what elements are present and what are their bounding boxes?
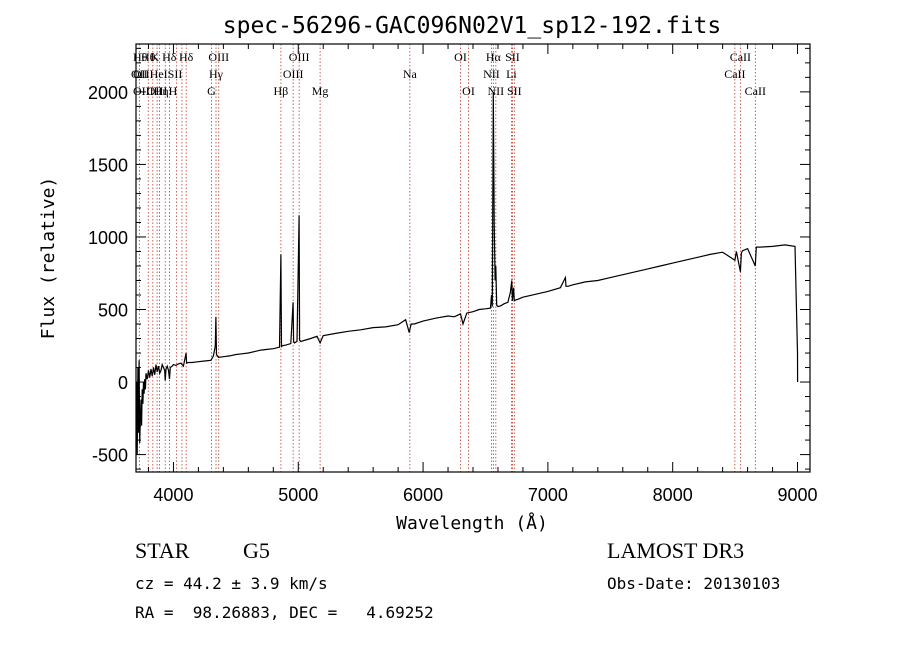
object-subclass: G5 <box>243 538 270 563</box>
marker-label-sii-6716: SII <box>505 50 520 64</box>
redshift-text: cz = 44.2 ± 3.9 km/s <box>135 574 328 593</box>
marker-label-caii-8498: CaII <box>724 67 745 81</box>
x-tick-label: 4000 <box>153 485 193 505</box>
marker-label-hα-6563: Hα <box>486 50 502 64</box>
marker-label-g-4305: G <box>207 84 216 98</box>
y-axis-ticks: -500 0 500 1000 1500 2000 <box>88 47 810 470</box>
y-tick-label: 2000 <box>88 83 128 103</box>
y-tick-label: 1500 <box>88 155 128 175</box>
y-tick-label: 1000 <box>88 228 128 248</box>
marker-label-caii-8542: CaII <box>730 50 751 64</box>
crowded-marker-labels-row2: OIIHeISII <box>133 67 182 81</box>
x-tick-label: 7000 <box>528 485 568 505</box>
x-axis-label: Wavelength (Å) <box>396 512 548 534</box>
obs-date: Obs-Date: 20130103 <box>607 574 781 593</box>
spectrum-line <box>135 91 799 455</box>
marker-label-oiii-4363: OIII <box>208 50 229 64</box>
survey-name: LAMOST DR3 <box>607 538 745 563</box>
chart-title: spec-56296-GAC096N02V1_sp12-192.fits <box>223 13 722 39</box>
crowded-marker-labels-row1: Hθ K Hδ <box>133 50 177 64</box>
x-tick-label: 9000 <box>777 485 817 505</box>
marker-label-oiii-3869: OIII <box>147 84 168 98</box>
marker-label-li-6708: Li <box>506 67 517 81</box>
coordinates: RA = 98.26883, DEC = 4.69252 <box>135 603 434 622</box>
marker-label-oi-6364: OI <box>462 84 475 98</box>
marker-label-sii-6731: SII <box>507 84 522 98</box>
y-axis-label: Flux (relative) <box>38 177 59 340</box>
y-tick-label: 0 <box>118 373 128 393</box>
plot-frame <box>135 43 811 473</box>
marker-label-hγ-4341: Hγ <box>209 67 224 81</box>
marker-label-na-5894: Na <box>403 67 418 81</box>
y-tick-label: -500 <box>92 446 128 466</box>
x-tick-label: 5000 <box>278 485 318 505</box>
marker-label-caii-8662: CaII <box>745 84 766 98</box>
line-markers <box>138 44 756 472</box>
marker-label-oiii-4959: OIII <box>283 67 304 81</box>
object-class: STAR <box>135 538 190 563</box>
marker-label-hβ-4861: Hβ <box>274 84 289 98</box>
marker-label-oii-3727: OII <box>131 67 148 81</box>
x-axis-ticks: 4000 5000 6000 7000 8000 9000 <box>147 44 818 505</box>
marker-label-mg-5175: Mg <box>312 84 329 98</box>
marker-label-nii-6583: NII <box>488 84 505 98</box>
crowded-marker-labels-row3: OIIIHηH <box>133 84 178 98</box>
y-tick-label: 500 <box>98 301 128 321</box>
x-tick-label: 6000 <box>403 485 443 505</box>
marker-label-nii-6548: NII <box>483 67 500 81</box>
marker-label-hθ-3798: Hθ <box>141 50 156 64</box>
line-marker-labels: Hθ OII OIII Hδ Hγ OIII G Hβ OIII OIII Mg Na OI OI Hα NI… <box>131 50 766 98</box>
x-tick-label: 8000 <box>653 485 693 505</box>
marker-label-hδ-4102: Hδ <box>179 50 194 64</box>
marker-label-oi-6300: OI <box>454 50 467 64</box>
marker-label-oiii-5007: OIII <box>289 50 310 64</box>
